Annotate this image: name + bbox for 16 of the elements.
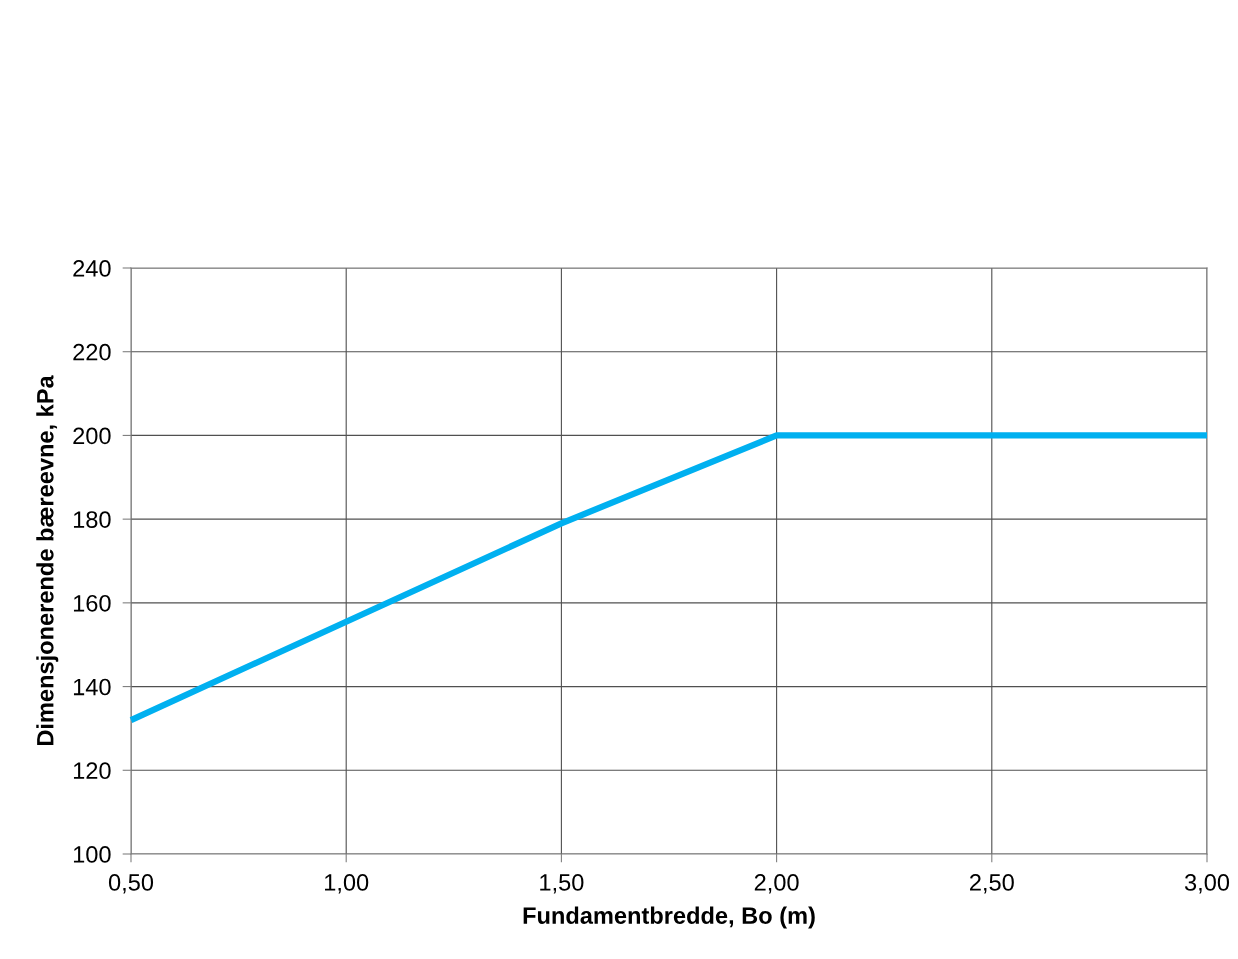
y-tick-label: 100: [73, 846, 111, 863]
x-tick-label: 2,50: [970, 874, 1014, 894]
x-tick-label: 2,00: [754, 874, 799, 894]
x-tick-label: 1,00: [325, 874, 369, 894]
x-tick-label: 0,50: [108, 874, 154, 894]
y-tick-label: 140: [73, 678, 111, 696]
y-tick-label: 200: [73, 427, 111, 445]
y-tick-label: 180: [73, 511, 111, 528]
y-tick-label: 220: [73, 343, 111, 361]
x-tick-label: 3,00: [1184, 874, 1230, 894]
y-tick-label: 120: [73, 762, 111, 780]
x-tick-label: 1,50: [540, 874, 584, 894]
y-axis-title: Dimensjonerende bæreevne, kPa: [36, 375, 59, 746]
x-axis-title: Fundamentbredde, Bo (m): [523, 906, 815, 929]
y-tick-label: 240: [73, 260, 111, 277]
y-tick-label: 160: [73, 594, 111, 612]
